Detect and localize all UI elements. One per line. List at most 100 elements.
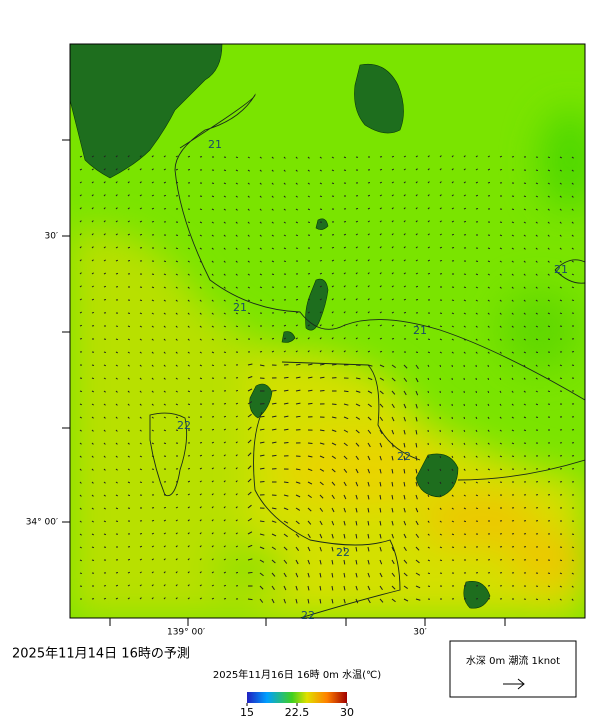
current-arrow bbox=[380, 351, 382, 352]
current-arrow bbox=[308, 443, 312, 444]
current-arrow bbox=[392, 325, 394, 326]
current-arrow bbox=[164, 443, 166, 444]
legend-box bbox=[450, 641, 576, 697]
current-arrow bbox=[104, 286, 106, 287]
current-arrow bbox=[428, 391, 429, 393]
current-arrow bbox=[140, 300, 142, 301]
current-arrow bbox=[536, 417, 538, 418]
current-arrow bbox=[464, 287, 466, 288]
current-arrow bbox=[488, 391, 489, 393]
current-arrow bbox=[488, 248, 490, 249]
current-arrow bbox=[416, 286, 418, 287]
current-arrow bbox=[332, 247, 334, 248]
current-arrow bbox=[200, 391, 202, 392]
current-arrow bbox=[92, 312, 94, 313]
contour-label: 22 bbox=[177, 419, 191, 432]
current-arrow bbox=[176, 417, 178, 418]
current-arrow bbox=[116, 585, 118, 586]
current-arrow bbox=[92, 547, 94, 548]
current-arrow bbox=[572, 547, 574, 548]
current-arrow bbox=[92, 378, 94, 379]
current-arrow bbox=[476, 404, 477, 406]
current-arrow bbox=[236, 157, 238, 158]
current-arrow bbox=[296, 364, 300, 365]
current-arrow bbox=[500, 235, 502, 236]
current-arrow bbox=[152, 287, 154, 288]
current-arrow bbox=[344, 157, 346, 158]
current-arrow bbox=[548, 391, 550, 392]
current-arrow bbox=[332, 364, 336, 365]
current-arrow bbox=[272, 338, 274, 339]
current-arrow bbox=[452, 430, 453, 432]
current-arrow bbox=[200, 378, 202, 379]
current-arrow bbox=[272, 390, 276, 391]
current-arrow bbox=[152, 520, 154, 521]
current-arrow bbox=[560, 378, 562, 379]
contour-label: 21 bbox=[554, 263, 568, 276]
current-arrow bbox=[416, 352, 418, 353]
current-arrow bbox=[284, 377, 288, 378]
current-arrow bbox=[176, 182, 178, 183]
current-arrow bbox=[428, 573, 430, 574]
current-arrow bbox=[248, 572, 252, 573]
current-arrow bbox=[428, 482, 429, 484]
current-arrow bbox=[140, 234, 142, 235]
current-arrow bbox=[536, 404, 538, 405]
current-arrow bbox=[212, 429, 214, 430]
contour-label: 22 bbox=[336, 546, 350, 559]
current-arrow bbox=[212, 365, 214, 366]
current-arrow bbox=[560, 560, 562, 561]
current-arrow bbox=[80, 573, 82, 574]
current-arrow bbox=[512, 209, 514, 210]
current-arrow bbox=[80, 325, 82, 326]
current-arrow bbox=[128, 326, 130, 327]
lon-label: 30′ bbox=[413, 628, 427, 638]
current-arrow bbox=[296, 416, 300, 417]
current-arrow bbox=[188, 156, 190, 157]
current-arrow bbox=[560, 313, 562, 314]
current-arrow bbox=[116, 521, 118, 522]
current-arrow bbox=[524, 196, 526, 197]
current-arrow bbox=[128, 247, 130, 248]
current-arrow bbox=[380, 169, 382, 170]
current-arrow bbox=[488, 182, 490, 183]
current-arrow bbox=[476, 274, 478, 275]
current-arrow bbox=[176, 248, 178, 249]
current-arrow bbox=[332, 183, 334, 184]
current-arrow bbox=[188, 222, 190, 223]
current-arrow bbox=[404, 312, 406, 313]
current-arrow bbox=[272, 455, 276, 456]
current-arrow bbox=[320, 196, 322, 197]
current-arrow bbox=[80, 156, 82, 157]
current-arrow bbox=[140, 482, 142, 483]
current-arrow bbox=[536, 352, 538, 353]
current-arrow bbox=[416, 299, 418, 300]
current-arrow bbox=[464, 221, 466, 222]
current-arrow bbox=[284, 442, 288, 443]
current-arrow bbox=[104, 352, 106, 353]
current-arrow bbox=[284, 325, 286, 326]
colorbar-tick-label: 15 bbox=[240, 706, 254, 719]
current-arrow bbox=[188, 404, 190, 405]
current-arrow bbox=[344, 221, 346, 222]
current-arrow bbox=[308, 403, 312, 404]
current-arrow bbox=[356, 208, 358, 209]
current-arrow bbox=[536, 599, 538, 600]
current-arrow bbox=[128, 260, 130, 261]
current-arrow bbox=[320, 377, 324, 378]
current-arrow bbox=[440, 326, 442, 327]
current-arrow bbox=[224, 352, 226, 353]
current-arrow bbox=[464, 430, 465, 432]
forecast-time: 2025年11月14日 16時の予測 bbox=[12, 647, 190, 662]
current-arrow bbox=[308, 286, 310, 287]
current-arrow bbox=[164, 261, 166, 262]
current-arrow bbox=[476, 508, 478, 509]
current-arrow bbox=[548, 586, 550, 587]
current-arrow bbox=[296, 235, 298, 236]
current-arrow bbox=[284, 261, 286, 262]
current-arrow bbox=[200, 209, 202, 210]
current-arrow bbox=[164, 507, 166, 508]
current-arrow bbox=[548, 573, 550, 574]
map-area bbox=[70, 44, 596, 618]
